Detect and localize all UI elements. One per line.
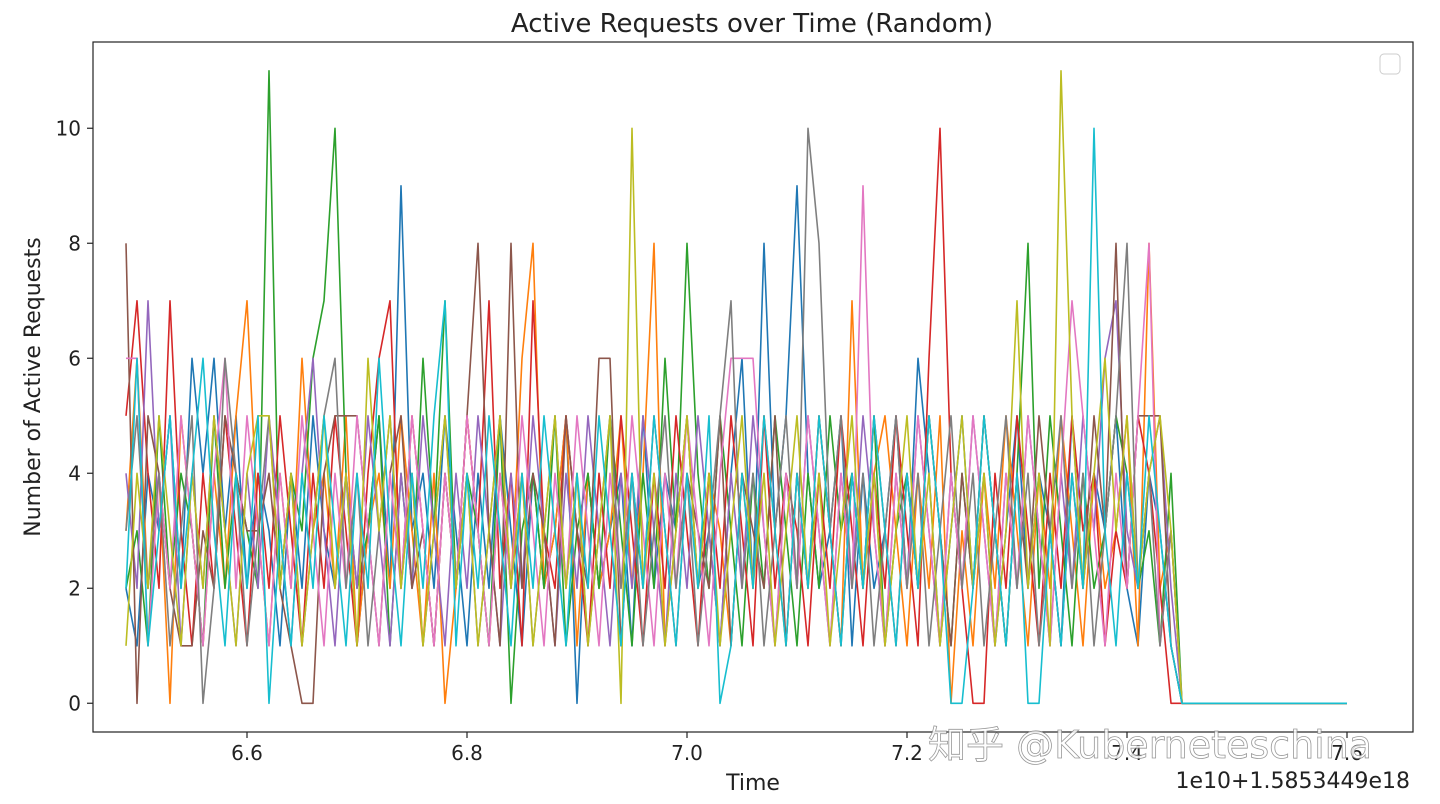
series-line-10: [125, 127, 1347, 705]
y-tick-label: 6: [68, 346, 81, 370]
y-axis-ticks: 0 2 4 6 8 10: [56, 116, 93, 715]
series-line-3: [125, 70, 1347, 705]
y-tick-label: 8: [68, 231, 81, 255]
legend-box: [1379, 53, 1401, 75]
series-line-9: [125, 70, 1347, 705]
x-axis-title: Time: [725, 771, 780, 796]
x-axis-offset-label: 1e10+1.5853449e18: [1176, 769, 1410, 794]
y-tick-label: 2: [68, 576, 81, 600]
y-axis-title: Number of Active Requests: [21, 237, 46, 536]
x-tick-label: 7.0: [671, 741, 703, 765]
plot-frame: [92, 41, 1414, 733]
x-tick-label: 7.4: [1111, 741, 1143, 765]
series-lines: [125, 70, 1347, 705]
x-tick-label: 6.8: [451, 741, 483, 765]
y-tick-label: 0: [68, 691, 81, 715]
x-axis-ticks: 6.6 6.8 7.0 7.2 7.4 7.6: [231, 732, 1363, 765]
x-tick-label: 6.6: [231, 741, 263, 765]
y-tick-label: 4: [68, 461, 81, 485]
y-tick-label: 10: [56, 116, 81, 140]
x-tick-label: 7.2: [891, 741, 923, 765]
watermark-text: 知乎 @Kuberneteschina: [928, 723, 1372, 767]
series-line-7: [126, 185, 1347, 705]
chart-title: Active Requests over Time (Random): [511, 9, 993, 39]
x-tick-label: 7.6: [1331, 741, 1363, 765]
